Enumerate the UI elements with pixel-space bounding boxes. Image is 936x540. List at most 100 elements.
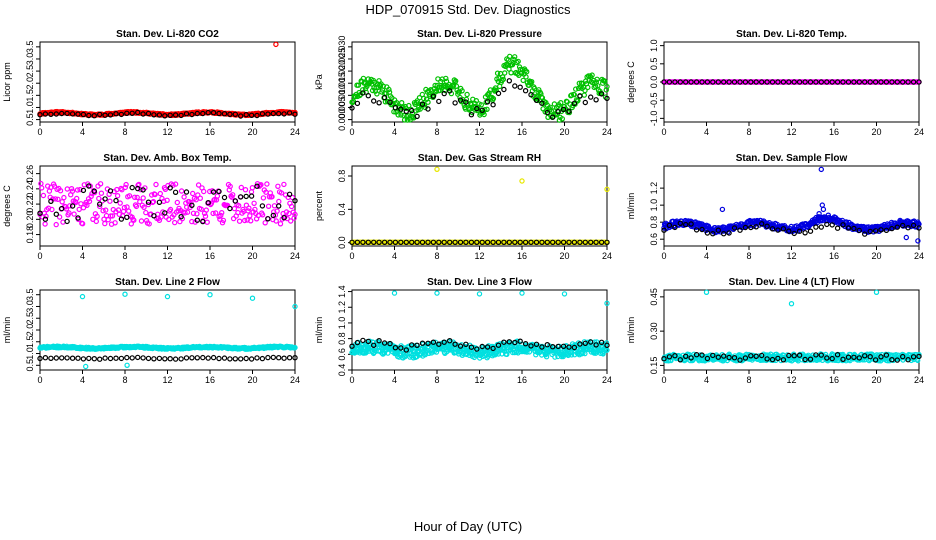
- plot-frame: [663, 165, 920, 247]
- data-point: [61, 194, 67, 201]
- data-point: [162, 356, 168, 362]
- data-point: [688, 79, 694, 85]
- x-tick-label: 4: [704, 127, 709, 137]
- data-point: [577, 93, 583, 99]
- data-point: [195, 192, 201, 198]
- x-tick-label: 8: [122, 251, 127, 261]
- data-point: [254, 355, 260, 361]
- data-point: [582, 239, 589, 245]
- data-point: [151, 112, 157, 118]
- y-tick-label: 3.5: [25, 288, 35, 301]
- data-point: [419, 340, 426, 346]
- data-point: [764, 356, 770, 362]
- y-tick-label: 0.005: [337, 96, 347, 119]
- data-point: [894, 357, 901, 363]
- data-point: [878, 354, 884, 360]
- data-point: [829, 222, 835, 228]
- y-tick-label: 0.24: [25, 180, 35, 198]
- data-point: [566, 344, 572, 350]
- data-point: [77, 186, 83, 193]
- data-point: [731, 79, 738, 85]
- data-point: [80, 187, 87, 194]
- data-point: [603, 340, 610, 346]
- data-point: [135, 182, 141, 188]
- y-axis-label: degrees C: [626, 61, 636, 103]
- series-hourly: [37, 354, 298, 362]
- x-tick-label: 12: [474, 127, 484, 137]
- data-point: [443, 78, 450, 85]
- data-point: [259, 355, 266, 362]
- x-tick-label: 20: [871, 251, 881, 261]
- plot-frame: [351, 165, 608, 247]
- x-tick-label: 4: [392, 375, 397, 385]
- series-hourly: [349, 78, 610, 120]
- data-point: [780, 79, 787, 85]
- y-axis-label: ml/min: [626, 317, 636, 344]
- data-point: [447, 88, 453, 94]
- data-point: [124, 354, 130, 361]
- data-point: [851, 225, 857, 232]
- data-point: [593, 239, 599, 245]
- data-point: [693, 227, 700, 233]
- data-point: [53, 111, 60, 117]
- data-point: [178, 356, 184, 362]
- data-point: [381, 94, 388, 101]
- data-point: [75, 111, 81, 117]
- x-tick-label: 4: [80, 127, 85, 137]
- data-point: [710, 79, 716, 85]
- data-point: [409, 239, 415, 245]
- data-point: [474, 239, 480, 245]
- y-tick-label: 0.010: [337, 84, 347, 107]
- data-point: [441, 339, 447, 345]
- data-point: [292, 303, 298, 310]
- plot-frame: [39, 41, 296, 123]
- y-tick-label: 0.15: [649, 357, 659, 375]
- data-point: [251, 200, 257, 206]
- data-point: [559, 116, 566, 122]
- data-point: [748, 79, 754, 85]
- x-tick-label: 4: [392, 251, 397, 261]
- data-point: [398, 106, 404, 112]
- data-point: [561, 291, 568, 297]
- panel-8: Stan. Dev. Line 3 Flow 0 4 8 12 16 20 24 0.4 0.6 0…: [314, 277, 612, 385]
- data-point: [501, 339, 507, 345]
- data-point: [905, 357, 911, 363]
- data-point: [457, 239, 464, 245]
- data-point: [512, 83, 518, 89]
- data-point: [425, 340, 431, 346]
- data-point: [582, 87, 588, 94]
- data-point: [463, 239, 469, 245]
- data-point: [69, 203, 76, 209]
- x-tick-label: 20: [247, 251, 257, 261]
- data-point: [398, 112, 404, 118]
- data-point: [167, 356, 173, 362]
- data-point: [539, 100, 545, 106]
- data-point: [436, 341, 442, 347]
- data-point: [867, 354, 873, 360]
- data-point: [385, 350, 391, 356]
- data-point: [96, 356, 103, 362]
- data-point: [245, 208, 251, 214]
- data-point: [148, 192, 155, 198]
- data-point: [604, 347, 610, 353]
- data-point: [276, 198, 282, 205]
- data-point: [218, 209, 225, 216]
- data-point: [441, 239, 447, 245]
- y-tick-label: 2.5: [25, 312, 35, 325]
- data-point: [818, 79, 825, 85]
- data-point: [593, 342, 599, 348]
- data-point: [604, 342, 610, 348]
- data-point: [242, 186, 249, 193]
- x-tick-label: 16: [205, 251, 215, 261]
- data-point: [571, 344, 578, 351]
- data-point: [276, 203, 282, 209]
- series-five-min: [349, 53, 610, 123]
- data-point: [593, 97, 599, 103]
- data-point: [107, 198, 113, 204]
- panel-5: Stan. Dev. Gas Stream RH 0 4 8 12 16 20 24 0.0 0.…: [314, 153, 612, 261]
- data-point: [269, 193, 275, 200]
- data-point: [237, 356, 244, 362]
- data-point: [270, 110, 276, 117]
- data-point: [376, 239, 382, 245]
- data-point: [555, 108, 561, 115]
